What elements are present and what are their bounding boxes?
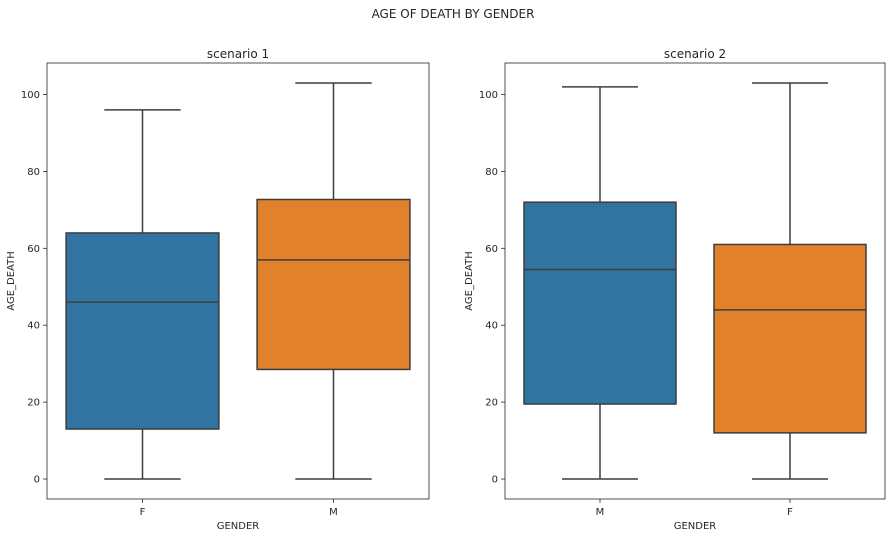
- figure-suptitle: AGE OF DEATH BY GENDER: [372, 7, 535, 21]
- x-tick-label: F: [787, 507, 793, 518]
- y-tick-label: 40: [485, 321, 498, 332]
- y-tick-label: 60: [485, 244, 498, 255]
- y-tick-label: 40: [27, 321, 40, 332]
- box-body: [713, 243, 867, 434]
- y-tick-label: 0: [34, 475, 40, 486]
- x-axis-label: GENDER: [217, 521, 260, 532]
- box-M: [523, 86, 677, 480]
- y-tick-label: 0: [492, 475, 498, 486]
- y-tick-label: 80: [27, 167, 40, 178]
- subplot-2: scenario 2 0 20 40 60 80 100 M F GENDER AGE_DEATH: [464, 47, 886, 532]
- box-F: [713, 82, 867, 480]
- x-tick-label: F: [140, 507, 146, 518]
- y-tick-label: 20: [485, 398, 498, 409]
- y-tick-label: 100: [21, 90, 40, 101]
- subplot-title: scenario 1: [207, 47, 269, 61]
- y-tick-label: 60: [27, 244, 40, 255]
- y-axis-label: AGE_DEATH: [6, 251, 17, 310]
- box-M: [256, 82, 411, 480]
- box-body: [65, 232, 220, 430]
- box-F: [65, 109, 220, 480]
- x-axis-label: GENDER: [674, 521, 717, 532]
- box-body: [523, 201, 677, 405]
- y-tick-label: 80: [485, 167, 498, 178]
- x-tick-label: M: [329, 507, 338, 518]
- box-body: [256, 198, 411, 371]
- y-tick-label: 100: [479, 90, 498, 101]
- axes-frame: [46, 62, 430, 500]
- axes-frame: [504, 62, 886, 500]
- y-tick-label: 20: [27, 398, 40, 409]
- subplot-title: scenario 2: [664, 47, 726, 61]
- subplot-1: scenario 1 0 20 40 60 80 100 F M GENDER AGE_DEATH: [6, 47, 430, 532]
- y-axis-label: AGE_DEATH: [464, 251, 475, 310]
- x-tick-label: M: [596, 507, 605, 518]
